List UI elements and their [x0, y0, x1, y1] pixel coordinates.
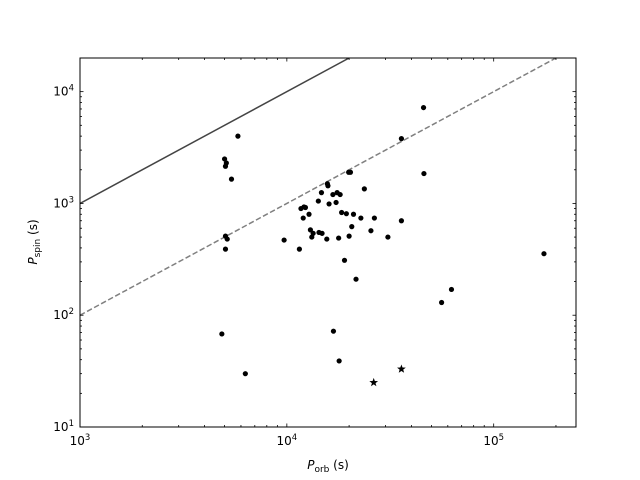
- data-point: [324, 236, 330, 242]
- data-point: [330, 191, 336, 198]
- data-point: [300, 215, 306, 221]
- data-point: [341, 257, 348, 263]
- data-point: [306, 211, 312, 217]
- star-point: [397, 364, 406, 373]
- data-point: [235, 133, 241, 139]
- data-point: [350, 211, 357, 217]
- star-point: [369, 377, 379, 387]
- data-point: [310, 230, 316, 236]
- x-tick-label: 105: [483, 433, 504, 448]
- data-point: [347, 169, 354, 175]
- data-point: [346, 233, 352, 239]
- data-point: [336, 358, 342, 364]
- data-point: [318, 190, 325, 196]
- data-point: [353, 276, 359, 282]
- data-point: [221, 156, 228, 162]
- data-point: [448, 286, 455, 293]
- data-point: [421, 170, 427, 177]
- data-point: [343, 211, 349, 217]
- x-axis-label: Porb (s): [307, 458, 349, 475]
- solid-reference-line: [80, 58, 350, 205]
- data-point: [333, 199, 339, 206]
- data-point: [541, 251, 547, 257]
- dashed-reference-line: [80, 58, 558, 316]
- data-point: [420, 104, 427, 111]
- data-point: [302, 204, 309, 211]
- y-tick-label: 101: [53, 419, 74, 434]
- y-tick-label: 102: [53, 307, 74, 322]
- data-point: [339, 209, 345, 216]
- data-point: [228, 176, 235, 182]
- data-point: [385, 234, 391, 240]
- data-point: [336, 235, 342, 241]
- y-tick-label: 103: [53, 195, 74, 210]
- data-point: [371, 215, 377, 221]
- data-point: [319, 230, 325, 236]
- data-point: [222, 163, 229, 169]
- data-point: [398, 136, 405, 142]
- data-point: [349, 224, 355, 230]
- data-point: [315, 198, 321, 204]
- data-point: [398, 218, 405, 224]
- data-point: [368, 228, 374, 234]
- data-point: [242, 371, 248, 377]
- data-point: [224, 236, 230, 242]
- y-axis-label: Pspin (s): [26, 219, 43, 264]
- data-point: [281, 237, 287, 243]
- y-tick-label: 104: [53, 84, 74, 99]
- data-point: [330, 328, 337, 334]
- tick-labels: 103 104 105 101 102 103 104: [53, 84, 504, 448]
- x-tick-label: 104: [276, 433, 297, 448]
- data-points: [219, 104, 547, 387]
- data-point: [358, 215, 364, 221]
- data-point: [326, 201, 332, 207]
- reference-lines: [80, 58, 558, 316]
- data-point: [361, 186, 367, 192]
- data-point: [439, 299, 445, 306]
- data-point: [222, 246, 229, 252]
- data-point: [337, 191, 343, 198]
- plot-frame: [79, 57, 577, 428]
- x-tick-label: 103: [70, 433, 91, 448]
- data-point: [325, 183, 331, 189]
- data-point: [219, 331, 225, 337]
- axis-ticks: [79, 57, 576, 428]
- data-point: [296, 246, 302, 252]
